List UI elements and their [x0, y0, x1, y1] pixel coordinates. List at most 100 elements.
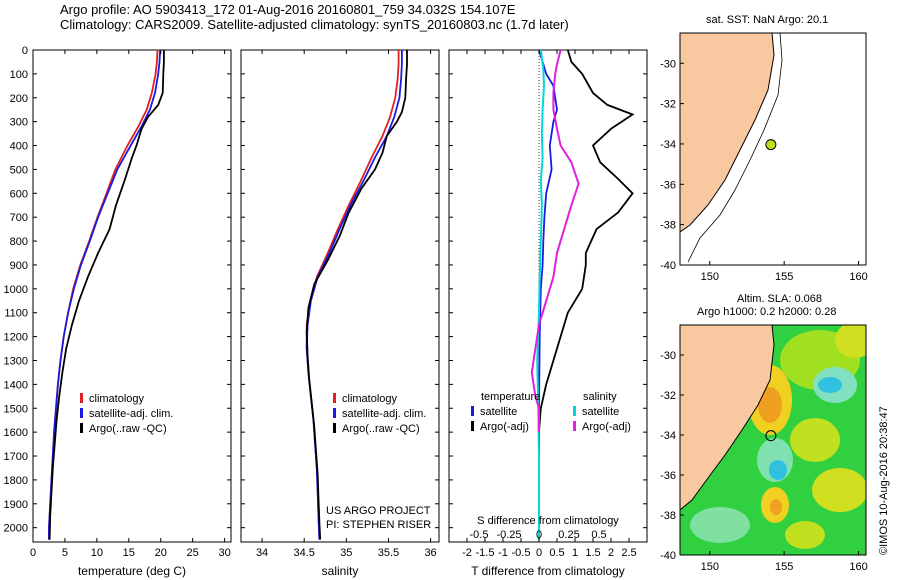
x-axis-label: T difference from climatology	[471, 564, 625, 578]
plot-frame-temperature	[32, 49, 232, 543]
sla-field	[680, 325, 866, 555]
y-tick-label: 1000	[4, 284, 28, 296]
x-tick-label-salinity: 0.25	[558, 529, 579, 541]
x-tick-label-salinity: 0	[536, 529, 542, 541]
y-tick-label: 1200	[4, 332, 28, 344]
series-temperature-satellite	[538, 49, 558, 540]
map-y-tick-label: -30	[660, 350, 676, 362]
legend-heading: salinity	[583, 391, 617, 403]
map-y-tick-label: -32	[660, 99, 676, 111]
y-tick-label: 1800	[4, 475, 28, 487]
legend-diff-salinity: salinity satellite Argo(-adj)	[573, 390, 631, 435]
y-tick-label: 900	[10, 260, 28, 272]
x-tick-label: -2	[462, 547, 472, 559]
y-tick-label: 1100	[4, 308, 28, 320]
x-tick-label-salinity: -0.5	[470, 529, 489, 541]
x-tick-label: -1	[498, 547, 508, 559]
x-tick-label: 5	[62, 547, 68, 559]
x-axis-label-salinity: S difference from climatology	[477, 515, 619, 527]
y-tick-label: 1700	[4, 451, 28, 463]
map-x-tick-label: 160	[849, 561, 867, 573]
argo-location-marker	[765, 139, 777, 151]
x-tick-label: 1.5	[585, 547, 600, 559]
sla-map-title: Altim. SLA: 0.068	[737, 293, 822, 305]
legend-diff-temperature: temperature satellite Argo(-adj)	[471, 390, 540, 435]
map-x-tick-label: 160	[849, 271, 867, 283]
map-y-tick-label: -36	[660, 470, 676, 482]
x-tick-label: 34.5	[293, 547, 314, 559]
copyright-label: ©IMOS 10-Aug-2016 20:38:47	[878, 406, 890, 555]
header-line1: Argo profile: AO 5903413_172 01-Aug-2016…	[60, 2, 516, 17]
x-tick-label: 2.5	[621, 547, 636, 559]
map-x-tick-label: 150	[701, 271, 719, 283]
y-tick-label: 1500	[4, 403, 28, 415]
map-y-tick-label: -38	[660, 220, 676, 232]
map-y-tick-label: -30	[660, 58, 676, 70]
x-tick-label: 2	[608, 547, 614, 559]
map-y-tick-label: -32	[660, 390, 676, 402]
x-tick-label: 30	[218, 547, 230, 559]
x-tick-label: 36	[424, 547, 436, 559]
x-tick-label: 20	[155, 547, 167, 559]
map-x-tick-label: 155	[775, 271, 793, 283]
legend-item-argo-salinity: Argo(-adj)	[573, 420, 631, 435]
y-tick-label: 1900	[4, 499, 28, 511]
sla-map-subtitle: Argo h1000: 0.2 h2000: 0.28	[697, 306, 837, 318]
x-tick-label: 34	[256, 547, 268, 559]
map-y-tick-label: -40	[660, 260, 676, 272]
y-tick-label: 1400	[4, 379, 28, 391]
sst-map-title: sat. SST: NaN Argo: 20.1	[706, 14, 829, 26]
y-tick-label: 500	[10, 164, 28, 176]
y-tick-label: 800	[10, 236, 28, 248]
x-tick-label-salinity: -0.25	[496, 529, 521, 541]
x-tick-label: 10	[91, 547, 103, 559]
legend-temperature-panel: climatology satellite-adj. clim. Argo(..…	[80, 392, 173, 437]
legend-item-climatology: climatology	[80, 392, 173, 407]
x-tick-label: 35	[340, 547, 352, 559]
map-y-tick-label: -34	[660, 139, 676, 151]
x-axis-label: temperature (deg C)	[78, 564, 186, 578]
x-tick-label: 0	[30, 547, 36, 559]
x-axis-label: salinity	[322, 564, 359, 578]
plot-frame-salinity	[240, 49, 440, 543]
y-tick-label: 1300	[4, 355, 28, 367]
y-tick-label: 300	[10, 117, 28, 129]
y-tick-label: 600	[10, 188, 28, 200]
x-tick-label: -1.5	[476, 547, 495, 559]
series-argo-raw-qc-	[305, 50, 408, 540]
header-line2: Climatology: CARS2009. Satellite-adjuste…	[60, 17, 569, 32]
legend-item-argo: Argo(..raw -QC)	[80, 422, 173, 437]
map-frame-sla-map	[679, 324, 867, 556]
y-tick-label: 700	[10, 212, 28, 224]
map-y-tick-label: -36	[660, 179, 676, 191]
map-frame-sst-map	[679, 32, 867, 266]
y-tick-label: 100	[10, 69, 28, 81]
legend-item-climatology: climatology	[333, 392, 426, 407]
sst-field	[680, 33, 783, 263]
series-salinity-satellite	[536, 49, 546, 540]
annotation-project: US ARGO PROJECT PI: STEPHEN RISER	[326, 505, 432, 531]
legend-item-argo: Argo(-adj)	[471, 420, 540, 435]
legend-salinity-panel: climatology satellite-adj. clim. Argo(..…	[333, 392, 426, 437]
series-argo-raw-qc-	[48, 50, 165, 540]
map-y-tick-label: -38	[660, 510, 676, 522]
y-tick-label: 200	[10, 93, 28, 105]
x-tick-label: 1	[572, 547, 578, 559]
legend-item-satellite: satellite-adj. clim.	[333, 407, 426, 422]
map-x-tick-label: 155	[775, 561, 793, 573]
y-tick-label: 400	[10, 141, 28, 153]
map-y-tick-label: -40	[660, 550, 676, 562]
legend-item-satellite: satellite	[471, 405, 540, 420]
y-tick-label: 2000	[4, 523, 28, 535]
legend-item-satellite: satellite-adj. clim.	[80, 407, 173, 422]
x-tick-label: 0	[536, 547, 542, 559]
argo-location-marker	[765, 430, 777, 442]
x-tick-label: 25	[187, 547, 199, 559]
legend-heading: temperature	[481, 391, 541, 403]
y-tick-label: 0	[22, 45, 28, 57]
map-y-tick-label: -34	[660, 430, 676, 442]
legend-item-argo: Argo(..raw -QC)	[333, 422, 426, 437]
x-tick-label: 35.5	[378, 547, 399, 559]
y-tick-label: 1600	[4, 427, 28, 439]
